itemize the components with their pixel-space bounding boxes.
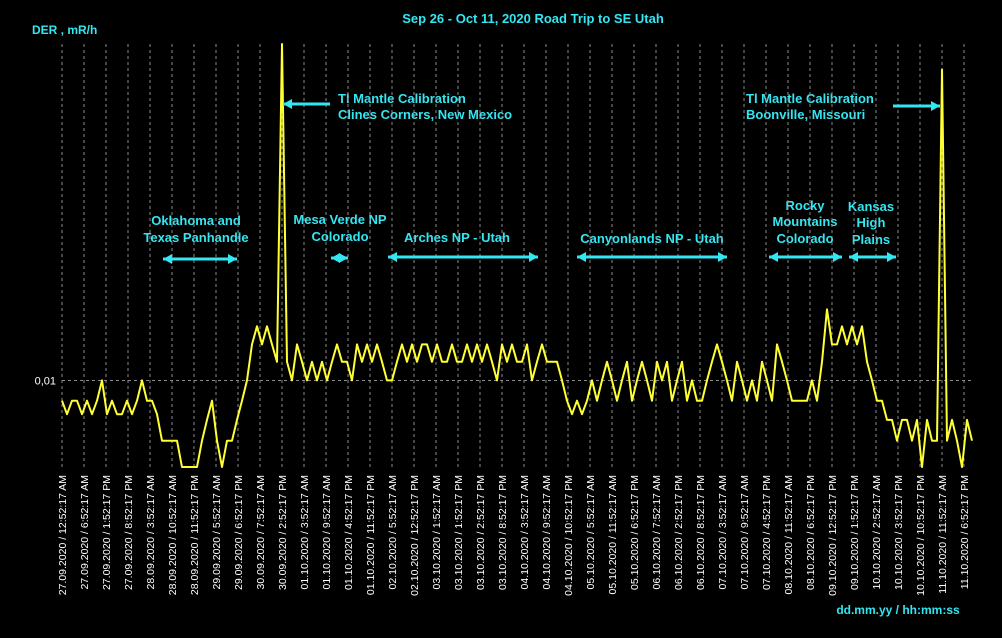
y-tick-label: 0,01 bbox=[35, 375, 56, 387]
x-tick-label: 05.10.2020 / 5:52:17 AM bbox=[585, 475, 597, 589]
arrow-head bbox=[163, 254, 172, 264]
x-tick-label: 03.10.2020 / 8:52:17 PM bbox=[497, 475, 509, 590]
x-tick-label: 28.09.2020 / 10:52:17 AM bbox=[167, 475, 179, 595]
annotation: Plains bbox=[852, 232, 890, 247]
x-tick-label: 01.10.2020 / 3:52:17 AM bbox=[299, 475, 311, 589]
arrow-head bbox=[833, 252, 842, 262]
arrow-head bbox=[529, 252, 538, 262]
x-tick-label: 01.10.2020 / 9:52:17 AM bbox=[321, 475, 333, 589]
data-line bbox=[61, 43, 973, 468]
arrow-head bbox=[283, 99, 292, 109]
x-tick-label: 09.10.2020 / 1:52:17 PM bbox=[849, 475, 861, 590]
x-tick-label: 27.09.2020 / 1:52:17 PM bbox=[101, 475, 113, 590]
x-tick-label: 01.10.2020 / 4:52:17 PM bbox=[343, 475, 355, 590]
annotation: Oklahoma and bbox=[151, 213, 241, 228]
x-tick-label: 27.09.2020 / 6:52:17 AM bbox=[79, 475, 91, 589]
annotation: Canyonlands NP - Utah bbox=[580, 231, 724, 246]
x-tick-label: 09.10.2020 / 12:52:17 PM bbox=[827, 475, 839, 596]
annotation: Rocky bbox=[785, 198, 825, 213]
annotation: Colorado bbox=[311, 229, 368, 244]
x-tick-label: 08.10.2020 / 6:52:17 PM bbox=[805, 475, 817, 590]
x-tick-label: 10.10.2020 / 3:52:17 PM bbox=[893, 475, 905, 590]
annotation: High bbox=[857, 215, 886, 230]
x-tick-label: 06.10.2020 / 8:52:17 PM bbox=[695, 475, 707, 590]
annotation: Colorado bbox=[776, 231, 833, 246]
x-tick-label: 27.09.2020 / 12:52:17 AM bbox=[57, 475, 69, 595]
x-tick-label: 28.09.2020 / 3:52:17 AM bbox=[145, 475, 157, 589]
annotation: Mountains bbox=[773, 214, 838, 229]
annotation: Tl Mantle Calibration bbox=[338, 91, 466, 106]
x-axis-label: dd.mm.yy / hh:mm:ss bbox=[836, 603, 960, 617]
annotation: Clines Corners, New Mexico bbox=[338, 107, 512, 122]
x-tick-label: 03.10.2020 / 2:52:17 PM bbox=[475, 475, 487, 590]
x-tick-label: 06.10.2020 / 2:52:17 PM bbox=[673, 475, 685, 590]
arrow-head bbox=[931, 101, 940, 111]
x-tick-label: 04.10.2020 / 10:52:17 PM bbox=[563, 475, 575, 596]
arrow-head bbox=[769, 252, 778, 262]
x-tick-label: 29.09.2020 / 5:52:17 AM bbox=[211, 475, 223, 589]
arrow-head bbox=[388, 252, 397, 262]
x-tick-label: 07.10.2020 / 4:52:17 PM bbox=[761, 475, 773, 590]
x-tick-label: 11.10.2020 / 11:52:17 AM bbox=[937, 475, 949, 594]
x-tick-label: 10.10.2020 / 10:52:17 PM bbox=[915, 475, 927, 596]
x-tick-label: 07.10.2020 / 9:52:17 AM bbox=[739, 475, 751, 589]
x-tick-label: 01.10.2020 / 11:52:17 PM bbox=[365, 475, 377, 595]
x-tick-label: 08.10.2020 / 11:52:17 AM bbox=[783, 475, 795, 594]
x-tick-label: 02.10.2020 / 5:52:17 AM bbox=[387, 475, 399, 589]
x-tick-label: 07.10.2020 / 3:52:17 AM bbox=[717, 475, 729, 589]
annotation: Mesa Verde NP bbox=[293, 212, 387, 227]
annotation: Arches NP - Utah bbox=[404, 230, 510, 245]
x-tick-label: 04.10.2020 / 3:52:17 AM bbox=[519, 475, 531, 589]
y-axis-label: DER , mR/h bbox=[32, 23, 97, 37]
chart-title: Sep 26 - Oct 11, 2020 Road Trip to SE Ut… bbox=[402, 11, 664, 26]
x-tick-label: 29.09.2020 / 6:52:17 PM bbox=[233, 475, 245, 590]
x-tick-label: 04.10.2020 / 9:52:17 AM bbox=[541, 475, 553, 589]
x-tick-label: 03.10.2020 / 1:52:17 AM bbox=[431, 475, 443, 589]
arrow-head bbox=[887, 252, 896, 262]
annotation: Boonville, Missouri bbox=[746, 107, 865, 122]
annotation: Kansas bbox=[848, 199, 894, 214]
x-tick-label: 30.09.2020 / 7:52:17 AM bbox=[255, 475, 267, 589]
arrow-head bbox=[339, 253, 348, 263]
x-tick-label: 11.10.2020 / 6:52:17 PM bbox=[959, 475, 971, 589]
x-tick-label: 30.09.2020 / 2:52:17 PM bbox=[277, 475, 289, 590]
x-tick-label: 10.10.2020 / 2:52:17 AM bbox=[871, 475, 883, 589]
x-tick-label: 27.09.2020 / 8:52:17 PM bbox=[123, 475, 135, 590]
x-tick-label: 06.10.2020 / 7:52:17 AM bbox=[651, 475, 663, 589]
arrow-head bbox=[849, 252, 858, 262]
arrow-head bbox=[718, 252, 727, 262]
x-tick-label: 03.10.2020 / 1:52:17 PM bbox=[453, 475, 465, 590]
x-tick-label: 28.09.2020 / 11:52:17 PM bbox=[189, 475, 201, 595]
arrow-head bbox=[577, 252, 586, 262]
annotation: Texas Panhandle bbox=[143, 230, 248, 245]
x-tick-label: 05.10.2020 / 11:52:17 AM bbox=[607, 475, 619, 594]
x-tick-label: 02.10.2020 / 12:52:17 PM bbox=[409, 475, 421, 596]
x-tick-label: 05.10.2020 / 6:52:17 PM bbox=[629, 475, 641, 590]
arrow-head bbox=[228, 254, 237, 264]
arrow-head bbox=[331, 253, 340, 263]
